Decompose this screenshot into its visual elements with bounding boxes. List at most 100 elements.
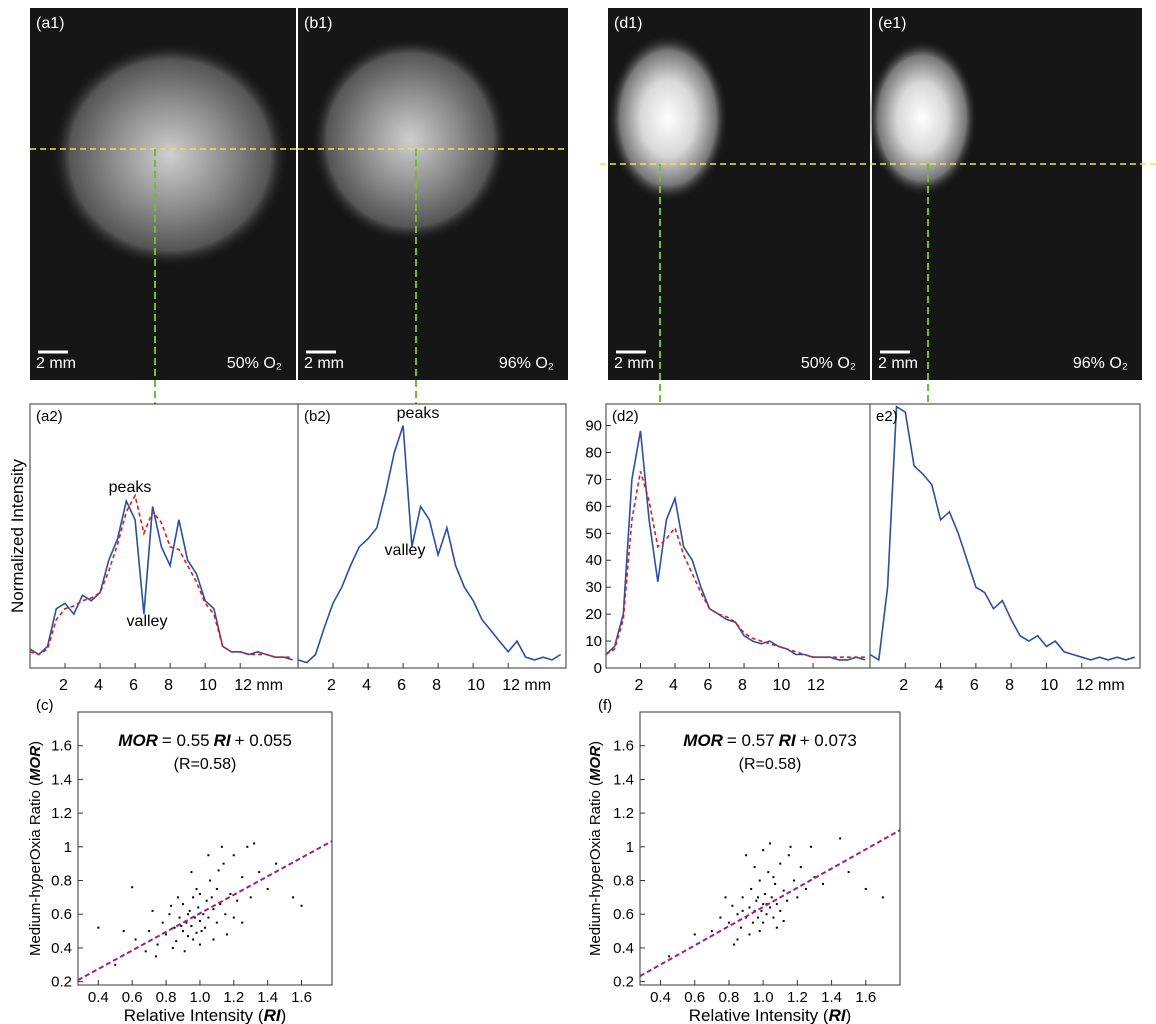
scatter-point (792, 879, 795, 882)
x-tick-label: 8 (164, 677, 173, 694)
x-tick-label: 12 mm (1076, 677, 1125, 694)
scatter-point (212, 938, 215, 941)
tissue-blob (52, 43, 288, 267)
panel-label: (f) (598, 697, 612, 714)
label-part: RI (264, 1006, 282, 1024)
x-tick-label: 4 (94, 677, 103, 694)
label-part: MOR (587, 746, 604, 781)
x-tick-label: 6 (129, 677, 138, 694)
scatter-point (810, 845, 813, 848)
x-tick-label: 10 (199, 677, 217, 694)
y-tick-label: 1.4 (613, 771, 634, 788)
scatter-point (782, 889, 785, 892)
scale-label: 2 mm (36, 355, 76, 372)
y-tick-label: 70 (585, 471, 602, 488)
plot-area (639, 711, 901, 986)
scatter-point (190, 925, 193, 928)
scatter-point (198, 893, 201, 895)
scatter-point (154, 955, 157, 958)
scatter-point (779, 862, 782, 865)
scatter-point (192, 896, 195, 899)
scatter-point (232, 854, 235, 857)
scatter-point (864, 887, 867, 890)
condition-label: 96% O₂ (499, 355, 554, 372)
label-part: MOR (118, 731, 158, 750)
x-tick-label: 2 (59, 677, 68, 694)
label-part: = 0.55 (162, 731, 210, 750)
scatter-point (188, 909, 191, 912)
x-tick-label: 10 (467, 677, 485, 694)
scatter-point (193, 916, 196, 919)
scatter-point (173, 926, 176, 929)
x-tick-label: 4 (362, 677, 371, 694)
y-tick-label: 20 (585, 606, 602, 623)
x-tick-label: 0.8 (719, 989, 740, 1006)
scatter-point (210, 896, 213, 899)
scatter-point (755, 899, 758, 902)
condition-label: 50% O₂ (801, 355, 856, 372)
y-tick-label: 1 (64, 839, 72, 856)
y-tick-label: 1.2 (51, 805, 72, 822)
scatter-point (757, 896, 760, 899)
scatter-point (222, 862, 225, 865)
scatter-point (195, 887, 198, 890)
x-tick-label: 0.4 (88, 989, 109, 1006)
scatter-point (762, 921, 765, 924)
label-part: ) (587, 741, 604, 746)
scale-label: 2 mm (304, 355, 344, 372)
panel-label: (a2) (36, 408, 63, 425)
y-tick-label: 90 (585, 418, 602, 435)
profile-line (297, 425, 562, 664)
scatter-point (209, 879, 212, 882)
y-tick-label: 1.4 (51, 771, 72, 788)
scatter-point (775, 903, 778, 906)
tissue-blob (867, 40, 977, 196)
y-axis-label: Medium-hyperOxia Ratio (MOR) (587, 741, 604, 956)
scatter-point (170, 904, 173, 907)
scatter-point (148, 930, 151, 933)
scatter-point (668, 955, 671, 958)
scatter-point (710, 930, 713, 933)
scatter-point (266, 887, 269, 890)
y-tick-label: 0 (594, 660, 602, 677)
scatter-point (200, 930, 203, 933)
scatter-point (161, 921, 164, 924)
scatter-point (215, 887, 218, 890)
scatter-point (762, 849, 765, 852)
scatter-point (180, 925, 183, 928)
x-tick-label: 8 (1005, 677, 1014, 694)
tissue-blob (312, 38, 508, 242)
scatter-point (171, 946, 174, 949)
panel-label: (c) (36, 697, 54, 714)
scatter-point (229, 893, 232, 895)
scatter-point (97, 926, 100, 929)
scatter-point (736, 938, 739, 941)
scatter-point (881, 896, 884, 899)
x-tick-label: 12 mm (502, 677, 551, 694)
fit-line (78, 840, 332, 981)
scatter-point (774, 882, 777, 885)
scatter-point (168, 913, 171, 916)
fit-line (640, 829, 900, 978)
x-tick-label: 0.6 (684, 989, 705, 1006)
scatter-point (782, 919, 785, 922)
scatter-point (246, 845, 249, 848)
scatter-point (847, 871, 850, 874)
equation: MOR = 0.57 RI + 0.073 (683, 731, 857, 750)
scale-label: 2 mm (614, 355, 654, 372)
y-tick-label: 0.6 (51, 906, 72, 923)
scatter-point (122, 930, 125, 933)
label-part: MOR (27, 746, 44, 781)
profile-line (605, 471, 865, 658)
scatter-point (751, 921, 754, 924)
x-tick-label: 2 (327, 677, 336, 694)
label-part: Medium-hyperOxia Ratio ( (587, 781, 604, 956)
scatter-point (762, 903, 765, 906)
y-tick-label: 80 (585, 444, 602, 461)
panel-label: (d2) (612, 408, 639, 425)
scatter-point (187, 935, 190, 938)
y-tick-label: 60 (585, 498, 602, 515)
scatter-point (772, 876, 775, 879)
label-part: RI (829, 1006, 847, 1024)
